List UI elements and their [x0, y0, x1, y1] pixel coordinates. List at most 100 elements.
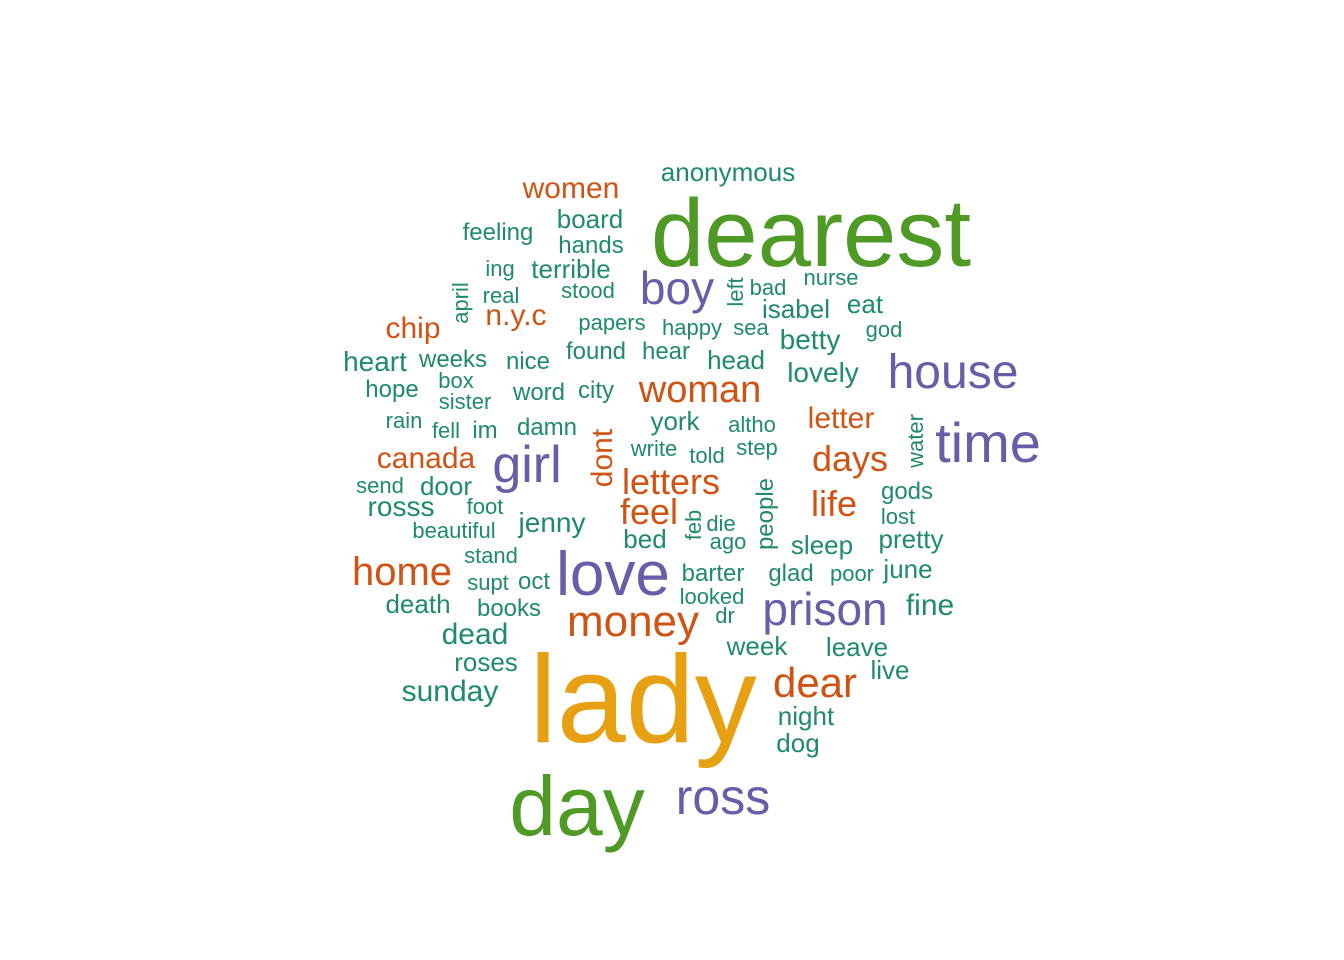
cloud-word-looked: looked [679, 584, 745, 609]
cloud-word-death: death [385, 589, 451, 619]
cloud-word-feb: feb [681, 509, 706, 541]
cloud-word-april: april [448, 282, 473, 324]
cloud-word-woman: woman [638, 369, 762, 411]
cloud-word-box: box [438, 368, 474, 393]
cloud-word-beautiful: beautiful [412, 518, 496, 543]
cloud-word-bad: bad [749, 275, 787, 300]
cloud-word-feeling: feeling [462, 219, 534, 246]
cloud-word-boy: boy [639, 262, 715, 314]
cloud-word-prison: prison [762, 583, 888, 635]
cloud-word-step: step [736, 435, 778, 460]
cloud-word-heart: heart [343, 346, 407, 377]
cloud-word-live: live [870, 655, 910, 685]
cloud-word-isabel: isabel [762, 294, 830, 324]
cloud-word-jenny: jenny [518, 507, 586, 538]
cloud-word-lady: lady [529, 631, 757, 769]
cloud-word-sea: sea [733, 315, 769, 340]
cloud-word-stood: stood [561, 278, 615, 303]
cloud-word-night: night [777, 701, 835, 731]
cloud-word-books: books [476, 595, 542, 622]
cloud-word-n-y-c: n.y.c [485, 299, 547, 332]
cloud-word-altho: altho [728, 412, 776, 437]
cloud-word-god: god [865, 317, 903, 342]
cloud-word-dog: dog [776, 728, 820, 758]
cloud-word-water: water [903, 414, 928, 468]
cloud-word-anonymous: anonymous [660, 157, 796, 187]
cloud-word-lovely: lovely [787, 357, 859, 388]
cloud-word-life: life [810, 483, 858, 524]
cloud-word-days: days [811, 438, 889, 479]
cloud-word-real: real [482, 283, 520, 308]
cloud-word-head: head [707, 345, 765, 375]
cloud-word-betty: betty [779, 324, 841, 355]
cloud-word-sunday: sunday [401, 675, 499, 708]
cloud-word-people: people [752, 477, 779, 551]
cloud-word-fell: fell [431, 418, 461, 443]
cloud-word-door: door [419, 471, 473, 501]
cloud-word-june: june [883, 554, 933, 584]
cloud-word-sister: sister [438, 389, 492, 414]
cloud-word-women: women [522, 172, 620, 205]
cloud-word-home: home [351, 550, 453, 594]
cloud-word-dear: dear [772, 659, 858, 706]
cloud-word-leave: leave [825, 632, 889, 662]
cloud-word-happy: happy [662, 315, 722, 340]
cloud-word-ing: ing [485, 256, 515, 281]
cloud-word-dearest: dearest [650, 180, 972, 287]
cloud-word-dont: dont [586, 428, 619, 488]
cloud-word-word: word [512, 379, 566, 406]
cloud-word-nice: nice [505, 348, 551, 375]
cloud-word-ago: ago [709, 529, 747, 554]
cloud-word-im: im [472, 417, 498, 444]
cloud-word-bed: bed [623, 524, 667, 554]
cloud-word-city: city [578, 377, 614, 404]
cloud-word-lost: lost [880, 504, 916, 529]
cloud-word-ross: ross [675, 769, 771, 825]
cloud-word-feel: feel [619, 491, 679, 532]
cloud-word-terrible: terrible [531, 254, 611, 284]
cloud-word-hear: hear [641, 338, 691, 365]
cloud-word-eat: eat [846, 289, 884, 319]
cloud-word-money: money [566, 597, 700, 646]
cloud-word-stand: stand [464, 543, 518, 568]
cloud-word-told: told [689, 443, 725, 468]
cloud-word-pretty: pretty [878, 524, 944, 554]
cloud-word-write: write [630, 436, 678, 461]
cloud-word-house: house [887, 346, 1019, 399]
cloud-word-fine: fine [905, 589, 955, 622]
cloud-word-die: die [706, 511, 736, 536]
cloud-word-weeks: weeks [418, 346, 488, 373]
cloud-word-week: week [726, 631, 788, 661]
cloud-word-letter: letter [807, 402, 875, 435]
cloud-word-dead: dead [441, 618, 509, 651]
cloud-word-gods: gods [880, 478, 934, 505]
cloud-word-left: left [723, 277, 748, 307]
cloud-word-chip: chip [385, 312, 441, 345]
cloud-word-canada: canada [376, 442, 476, 475]
cloud-word-rain: rain [385, 408, 423, 433]
cloud-word-poor: poor [829, 561, 875, 586]
cloud-word-papers: papers [578, 310, 646, 335]
cloud-word-love: love [556, 540, 670, 609]
cloud-word-day: day [509, 759, 645, 853]
cloud-word-send: send [356, 473, 404, 498]
cloud-word-time: time [935, 411, 1041, 474]
cloud-word-glad: glad [768, 560, 814, 587]
cloud-word-found: found [565, 338, 627, 365]
cloud-word-hope: hope [365, 376, 419, 403]
cloud-word-damn: damn [516, 414, 578, 441]
cloud-word-york: york [650, 406, 700, 436]
cloud-word-barter: barter [681, 560, 745, 587]
cloud-word-hands: hands [558, 232, 624, 259]
cloud-word-oct: oct [517, 568, 551, 595]
cloud-word-roses: roses [454, 647, 518, 677]
cloud-word-foot: foot [466, 494, 504, 519]
cloud-word-letters: letters [621, 461, 721, 502]
cloud-word-board: board [556, 204, 624, 234]
cloud-word-nurse: nurse [803, 265, 859, 290]
cloud-word-supt: supt [467, 570, 509, 595]
cloud-word-sleep: sleep [790, 530, 854, 560]
cloud-word-girl: girl [492, 436, 562, 494]
cloud-word-rosss: rosss [367, 491, 435, 522]
